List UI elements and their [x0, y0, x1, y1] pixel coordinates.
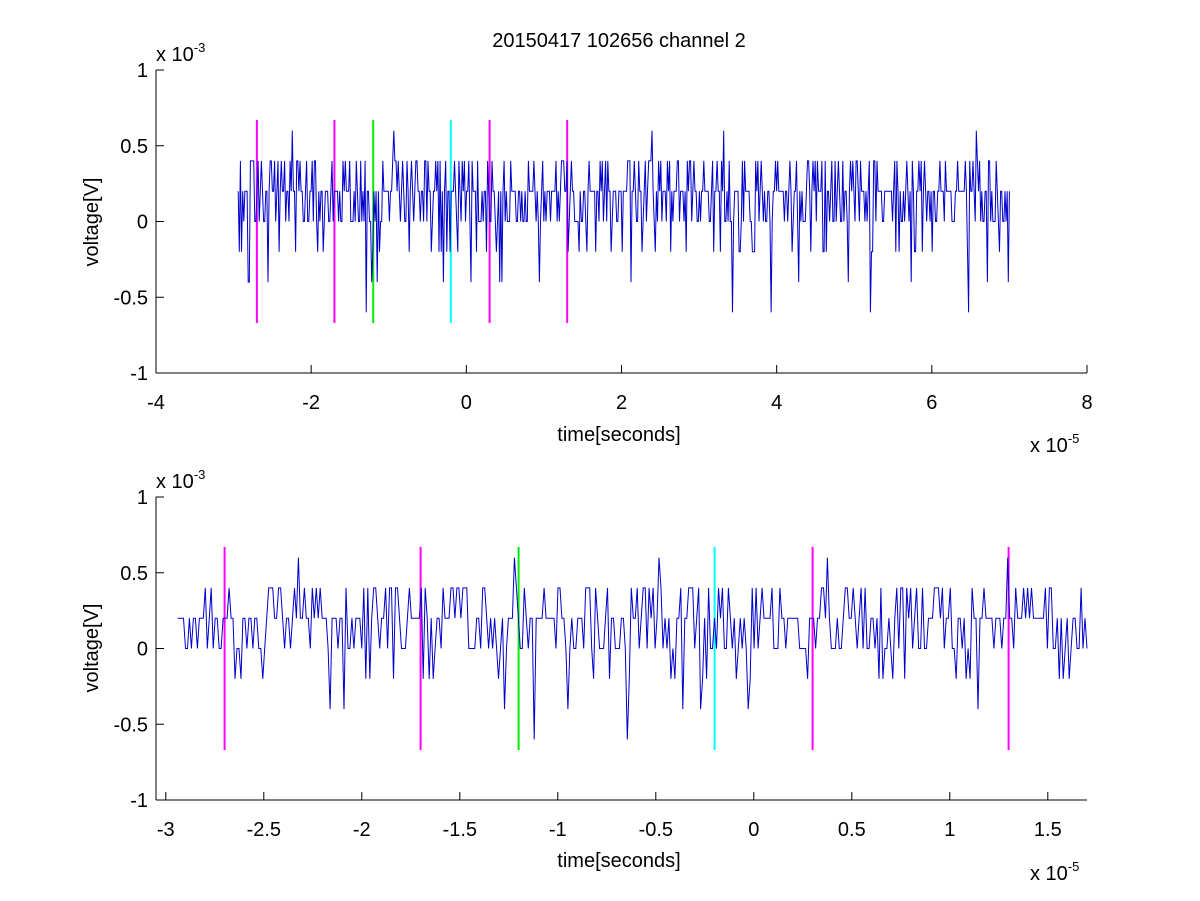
bottom-axes: -1 -0.5 0 0.5 1 -3 -2.5 -2 -1.5 -1 -0.5 0 0.5 1 1.5	[114, 487, 1087, 841]
top-x-tick-label: 2	[616, 392, 627, 414]
top-y-tick-label: 0.5	[120, 136, 148, 158]
bottom-x-tick-label: -2.5	[247, 819, 281, 841]
bottom-x-tick-label: 1.5	[1034, 819, 1062, 841]
top-x-axis-label: time[seconds]	[557, 424, 680, 446]
top-x-tick-label: -2	[302, 392, 320, 414]
top-y-tick-label: -0.5	[114, 287, 148, 309]
bottom-y-tick-label: 0	[137, 639, 148, 661]
top-signal-trace	[237, 130, 1010, 313]
bottom-y-tick-label: -0.5	[114, 714, 148, 736]
bottom-y-tick-label: 1	[137, 487, 148, 509]
chart-title: 20150417 102656 channel 2	[492, 30, 746, 52]
bottom-y-tick-label: 0.5	[120, 563, 148, 585]
bottom-x-tick-label: 0	[748, 819, 759, 841]
bottom-x-tick-label: -3	[157, 819, 175, 841]
top-x-tick-label: 4	[771, 392, 782, 414]
bottom-x-tick-label: 1	[944, 819, 955, 841]
plot-bottom: -1 -0.5 0 0.5 1 -3 -2.5 -2 -1.5 -1 -0.5 0 0.5 1 1.5 x …	[81, 467, 1088, 885]
top-x-exponent: x 10-5	[1030, 431, 1079, 457]
bottom-x-exponent: x 10-5	[1030, 859, 1079, 885]
bottom-x-tick-label: -1.5	[443, 819, 477, 841]
plot-top: -1 -0.5 0 0.5 1 -4 -2 0 2 4 6 8 x 10-3 x 10-5 time[…	[81, 40, 1093, 457]
top-y-exponent: x 10-3	[156, 40, 205, 66]
top-x-tick-label: 6	[926, 392, 937, 414]
bottom-y-tick-label: -1	[130, 790, 148, 812]
top-x-tick-label: 0	[461, 392, 472, 414]
bottom-x-tick-label: -1	[549, 819, 567, 841]
top-y-axis-label: voltage[V]	[81, 178, 103, 267]
bottom-x-axis-label: time[seconds]	[557, 850, 680, 872]
top-y-tick-label: 1	[137, 60, 148, 82]
top-x-tick-label: 8	[1081, 392, 1092, 414]
bottom-x-tick-label: -2	[353, 819, 371, 841]
bottom-signal-trace	[177, 557, 1088, 740]
bottom-y-exponent: x 10-3	[156, 467, 205, 493]
top-y-tick-label: 0	[137, 212, 148, 234]
bottom-y-axis-label: voltage[V]	[81, 604, 103, 693]
bottom-x-tick-label: 0.5	[838, 819, 866, 841]
bottom-x-tick-label: -0.5	[639, 819, 673, 841]
top-axes: -1 -0.5 0 0.5 1 -4 -2 0 2 4 6 8	[114, 60, 1093, 414]
top-x-tick-label: -4	[147, 392, 165, 414]
bottom-markers	[223, 546, 1010, 751]
top-y-tick-label: -1	[130, 363, 148, 385]
